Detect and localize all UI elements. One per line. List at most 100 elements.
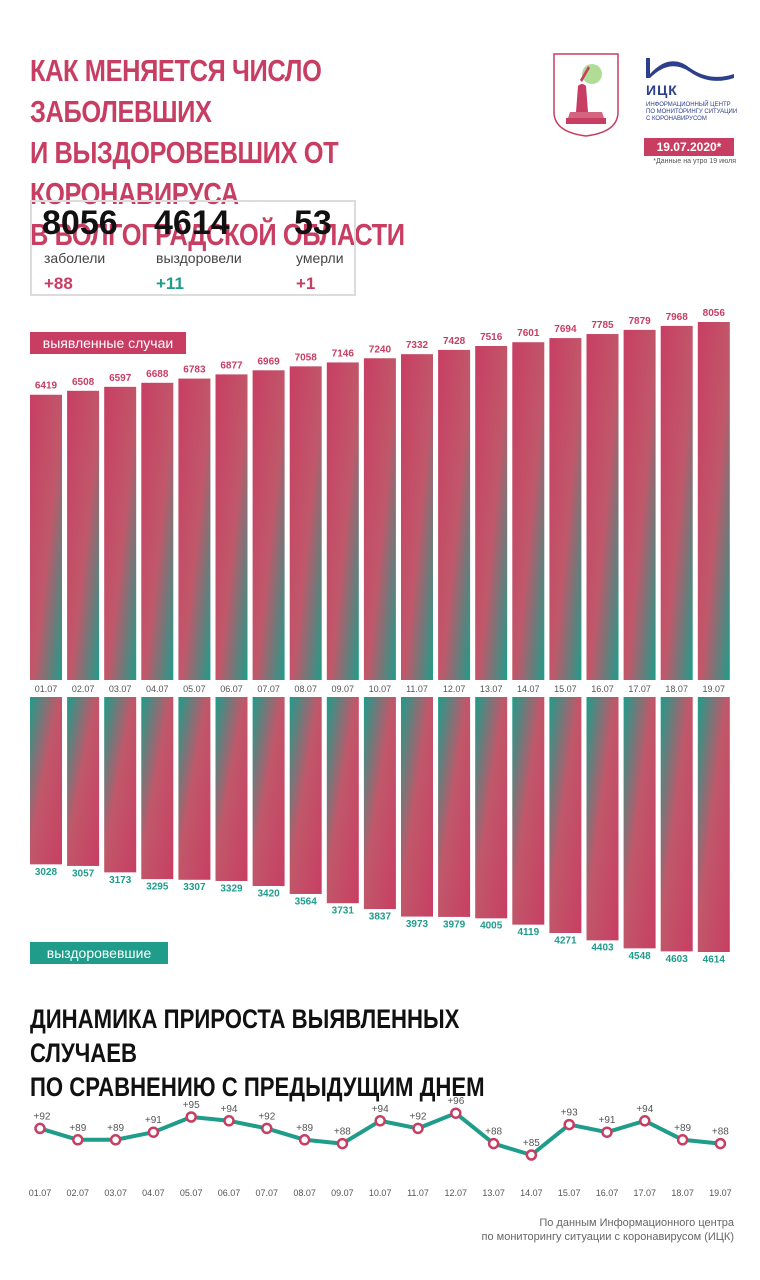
date-tick-label: 14.07 [517,684,540,694]
date-tick-label: 06.07 [220,684,243,694]
recovered-bar-value: 3028 [35,867,58,878]
recovered-series-label: выздоровевшие [30,942,168,964]
stat-died-label: умерли [296,250,344,266]
icc-line-1: ИНФОРМАЦИОННЫЙ ЦЕНТР [646,102,731,108]
recovered-bar-value: 3837 [369,911,392,922]
recovered-bar-value: 4005 [480,921,503,932]
title-line-1: КАК МЕНЯЕТСЯ ЧИСЛО ЗАБОЛЕВШИХ [30,53,322,129]
growth-point-label: +89 [107,1123,124,1134]
growth-point-label: +89 [69,1123,86,1134]
icc-abbr: ИЦК [646,82,678,98]
icc-line-2: ПО МОНИТОРИНГУ СИТУАЦИИ [646,109,738,115]
growth-point-label: +94 [221,1104,238,1115]
growth-date-tick: 10.07 [369,1188,392,1198]
growth-point-label: +89 [674,1123,691,1134]
recovered-bar [215,697,248,881]
growth-date-tick: 03.07 [104,1188,127,1198]
growth-point-label: +95 [183,1100,200,1111]
growth-point-label: +92 [410,1111,427,1122]
volgograd-emblem-icon [552,52,620,138]
growth-point-label: +94 [372,1104,389,1115]
title-line-2: И ВЫЗДОРОВЕВШИХ ОТ КОРОНАВИРУСА [30,135,339,211]
recovered-bar [586,697,619,941]
recovered-bar [67,697,100,866]
growth-date-tick: 04.07 [142,1188,165,1198]
growth-title-line-2: ПО СРАВНЕНИЮ С ПРЕДЫДУЩИМ ДНЕМ [30,1072,485,1102]
cases-bar-value: 6597 [109,373,132,384]
icc-wave-icon [646,58,734,81]
recovered-bar [363,697,396,910]
growth-date-tick: 08.07 [293,1188,316,1198]
growth-date-tick: 15.07 [558,1188,581,1198]
stat-died-value: 53 [294,204,332,242]
growth-point-label: +88 [485,1127,502,1138]
cases-bar [363,358,396,680]
recovered-bar-value: 3329 [220,883,243,894]
cases-bar [141,382,174,680]
recovered-bar [549,697,582,934]
cases-bar-value: 7879 [628,316,651,327]
cases-bar [660,325,693,680]
growth-point [374,1115,386,1127]
growth-point [336,1137,349,1150]
stats-box: 8056 заболели +88 4614 выздоровели +11 5… [30,200,356,296]
date-tick-label: 11.07 [406,684,428,694]
icc-line-3: С КОРОНАВИРУСОМ [646,116,707,122]
growth-title: ДИНАМИКА ПРИРОСТА ВЫЯВЛЕННЫХ СЛУЧАЕВ ПО … [30,1002,538,1104]
growth-date-tick: 01.07 [29,1188,52,1198]
cases-bar [586,334,619,680]
cases-bar-value: 7516 [480,332,503,343]
stat-recovered-label: выздоровели [156,250,242,266]
growth-date-tick: 18.07 [671,1188,694,1198]
cases-bar-value: 7601 [517,328,540,339]
cases-bar [30,394,62,680]
growth-date-tick: 17.07 [634,1188,657,1198]
cases-series-label-text: выявленные случаи [43,335,173,351]
growth-point [525,1149,538,1161]
recovered-bar-value: 3979 [443,919,466,930]
recovered-bar-value: 4614 [703,954,726,965]
growth-date-tick: 07.07 [256,1188,279,1198]
growth-title-line-1: ДИНАМИКА ПРИРОСТА ВЫЯВЛЕННЫХ СЛУЧАЕВ [30,1004,460,1068]
recovered-bar-value: 4119 [517,927,539,938]
page-title: КАК МЕНЯЕТСЯ ЧИСЛО ЗАБОЛЕВШИХ И ВЫЗДОРОВ… [30,50,456,255]
growth-point [676,1134,689,1146]
growth-point [223,1115,235,1127]
growth-point-label: +91 [599,1115,616,1126]
recovered-bar [401,697,433,917]
date-tick-label: 05.07 [183,684,206,694]
date-tick-label: 19.07 [703,684,726,694]
recovered-bar-value: 4548 [628,951,651,962]
cases-bar [178,378,211,680]
date-tick-label: 10.07 [369,684,392,694]
stat-sick-label: заболели [44,250,106,266]
cases-bar [289,366,322,680]
cases-bar-value: 7694 [554,324,577,335]
growth-point [487,1137,500,1150]
recovered-bar-value: 3973 [406,919,429,930]
recovered-bar-value: 3173 [109,875,132,886]
growth-point [450,1107,462,1119]
cases-bar-value: 6783 [183,365,206,376]
growth-date-tick: 02.07 [67,1188,90,1198]
growth-point-label: +91 [145,1115,162,1126]
growth-date-tick: 19.07 [709,1188,732,1198]
growth-point [185,1111,197,1123]
recovered-bar [289,697,322,894]
growth-point [109,1134,122,1146]
date-tick-label: 12.07 [443,684,466,694]
cases-bar [104,386,137,680]
source-line-2: по мониторингу ситуации с коронавирусом … [481,1231,734,1243]
date-tick-label: 09.07 [332,684,355,694]
cases-bar-value: 6877 [220,360,243,371]
recovered-bar [697,697,730,952]
date-tick-label: 16.07 [591,684,614,694]
recovered-bar-value: 3420 [257,888,280,899]
cases-bar [438,349,471,680]
icc-logo: ИЦК ИНФОРМАЦИОННЫЙ ЦЕНТР ПО МОНИТОРИНГУ … [640,52,740,140]
growth-point [72,1134,84,1146]
cases-bar [623,329,656,680]
cases-bar-value: 8056 [703,308,726,319]
recovered-bar [623,697,656,949]
growth-date-tick: 13.07 [482,1188,505,1198]
